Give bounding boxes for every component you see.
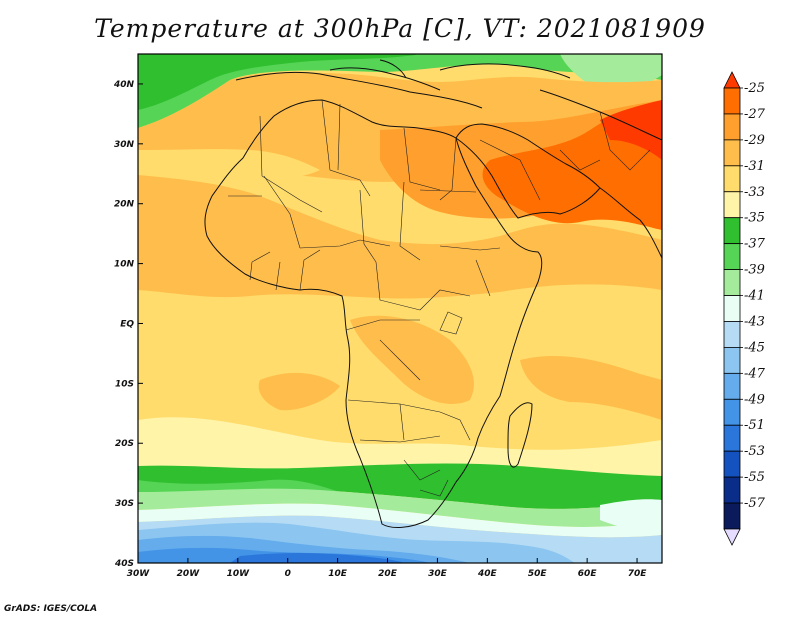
colorbar: -25 -27 -29 -31 -33 -35 -37 -39 -41 -43 -45 -47 -49 -… <box>723 71 766 546</box>
lat-tick-label: 40N <box>113 80 135 90</box>
map-frame <box>137 53 663 564</box>
lon-tick-label: 50E <box>528 569 548 579</box>
lon-tick-label: 40E <box>477 569 498 579</box>
latitude-ticks: 40N 30N 20N 10N EQ 10S 20S 30S 40S <box>113 80 143 569</box>
chart-title: Temperature at 300hPa [C], VT: 202108190… <box>94 14 706 43</box>
lat-tick-label: 10N <box>114 260 135 270</box>
colorbar-label: -49 <box>744 392 765 407</box>
colorbar-label: -45 <box>744 340 765 355</box>
colorbar-label: -39 <box>744 263 765 278</box>
colorbar-label: -53 <box>744 444 765 459</box>
lon-tick-label: 60E <box>578 569 598 579</box>
temperature-field <box>138 54 662 563</box>
lat-tick-label: EQ <box>120 319 134 329</box>
colorbar-label: -51 <box>744 418 765 433</box>
lon-tick-label: 20W <box>177 569 201 579</box>
lon-tick-label: 0 <box>285 569 291 579</box>
lon-tick-label: 20E <box>378 569 398 579</box>
lon-tick-label: 30E <box>428 569 448 579</box>
colorbar-box <box>723 113 741 141</box>
grads-credit: GrADS: IGES/COLA <box>4 604 98 614</box>
lat-tick-label: 40S <box>114 559 134 569</box>
colorbar-label: -55 <box>744 470 765 485</box>
colorbar-label: -47 <box>744 366 766 381</box>
colorbar-box <box>723 217 741 245</box>
lon-tick-label: 30W <box>127 569 151 579</box>
colorbar-label: -43 <box>744 314 765 329</box>
colorbar-box <box>723 476 741 504</box>
lat-tick-label: 30S <box>115 499 134 509</box>
colorbar-box <box>723 191 741 219</box>
lat-tick-label: 30N <box>114 140 135 150</box>
colorbar-label: -27 <box>744 107 766 122</box>
colorbar-label: -35 <box>744 211 765 226</box>
colorbar-box <box>723 165 741 193</box>
colorbar-box <box>723 424 741 452</box>
colorbar-bottom-arrow <box>723 528 741 546</box>
lon-tick-label: 10E <box>328 569 348 579</box>
colorbar-top-arrow <box>723 71 741 89</box>
colorbar-box <box>723 243 741 270</box>
colorbar-box <box>723 372 741 400</box>
colorbar-box <box>723 502 741 530</box>
lon-tick-label: 10W <box>227 569 251 579</box>
lat-tick-label: 10S <box>115 379 134 389</box>
colorbar-box <box>723 139 741 167</box>
colorbar-box <box>723 295 741 322</box>
colorbar-box <box>723 450 741 478</box>
colorbar-label: -31 <box>744 159 765 174</box>
lat-tick-label: 20N <box>114 200 135 210</box>
colorbar-label: -57 <box>744 496 766 511</box>
colorbar-box <box>723 321 741 348</box>
colorbar-label: -41 <box>744 289 765 304</box>
longitude-ticks: 30W 20W 10W 0 10E 20E 30E 40E 50E 60E 70E <box>127 558 647 579</box>
colorbar-box <box>723 347 741 374</box>
lat-tick-label: 20S <box>115 439 134 449</box>
country-borders <box>228 99 651 497</box>
colorbar-box <box>723 87 741 115</box>
colorbar-label: -25 <box>744 81 765 96</box>
colorbar-label: -37 <box>744 237 766 252</box>
colorbar-label: -33 <box>744 185 765 200</box>
lon-tick-label: 70E <box>628 569 648 579</box>
colorbar-box <box>723 269 741 296</box>
colorbar-label: -29 <box>744 133 765 148</box>
colorbar-box <box>723 398 741 426</box>
